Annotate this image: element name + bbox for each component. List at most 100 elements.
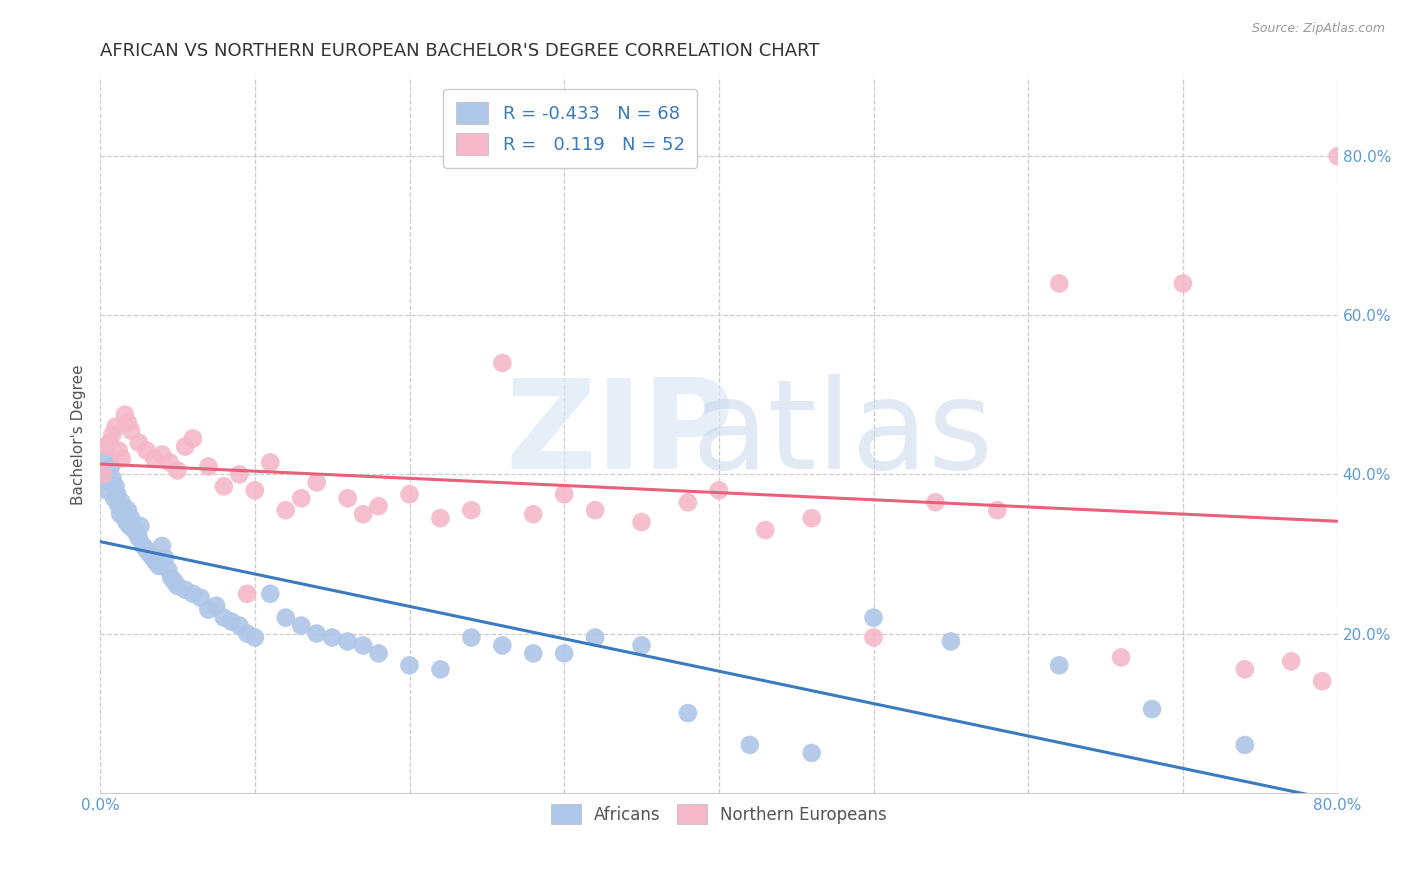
Point [117,503,139,517]
Point [114,408,136,422]
Point [98,475,121,490]
Point [205,599,228,613]
Point [107,500,129,514]
Point [228,618,250,632]
Point [101,471,124,485]
Point [290,618,312,632]
Point [259,587,281,601]
Point [132,539,155,553]
Point [1233,662,1256,676]
Point [1233,738,1256,752]
Point [305,626,328,640]
Point [398,487,420,501]
Point [96,440,118,454]
Point [127,527,149,541]
Point [738,738,761,752]
Point [336,634,359,648]
Point [104,479,127,493]
Point [352,507,374,521]
Point [228,467,250,482]
Point [143,451,166,466]
Text: atlas: atlas [692,374,994,495]
Point [1109,650,1132,665]
Point [114,511,136,525]
Point [583,631,606,645]
Point [754,523,776,537]
Point [115,515,138,529]
Point [800,746,823,760]
Point [630,515,652,529]
Point [135,443,157,458]
Point [676,706,699,720]
Point [118,519,141,533]
Point [91,467,114,482]
Point [142,550,165,565]
Point [460,631,482,645]
Point [103,491,125,506]
Point [707,483,730,498]
Point [553,647,575,661]
Point [491,639,513,653]
Point [336,491,359,506]
Point [583,503,606,517]
Point [491,356,513,370]
Point [91,467,114,482]
Legend: Africans, Northern Europeans: Africans, Northern Europeans [540,794,897,834]
Point [274,503,297,517]
Point [97,451,120,466]
Point [986,503,1008,517]
Point [163,574,186,589]
Point [243,631,266,645]
Point [862,631,884,645]
Point [159,455,181,469]
Point [107,443,129,458]
Point [630,639,652,653]
Point [522,647,544,661]
Point [150,448,173,462]
Point [98,435,121,450]
Point [321,631,343,645]
Point [1047,277,1070,291]
Point [181,587,204,601]
Point [924,495,946,509]
Point [135,543,157,558]
Point [1047,658,1070,673]
Point [166,579,188,593]
Point [553,487,575,501]
Point [153,550,176,565]
Point [174,440,197,454]
Point [1310,674,1333,689]
Point [174,582,197,597]
Point [157,563,180,577]
Point [367,647,389,661]
Point [290,491,312,506]
Point [197,459,219,474]
Point [212,610,235,624]
Point [104,419,127,434]
Point [259,455,281,469]
Point [128,435,150,450]
Point [460,503,482,517]
Point [120,511,142,525]
Point [398,658,420,673]
Point [197,602,219,616]
Point [117,416,139,430]
Point [148,558,170,573]
Point [429,662,451,676]
Point [429,511,451,525]
Point [129,519,152,533]
Point [939,634,962,648]
Point [274,610,297,624]
Point [1326,149,1348,163]
Point [150,539,173,553]
Point [101,427,124,442]
Point [212,479,235,493]
Point [1140,702,1163,716]
Point [111,451,134,466]
Point [145,555,167,569]
Point [236,626,259,640]
Point [236,587,259,601]
Point [367,500,389,514]
Point [221,615,243,629]
Point [111,495,134,509]
